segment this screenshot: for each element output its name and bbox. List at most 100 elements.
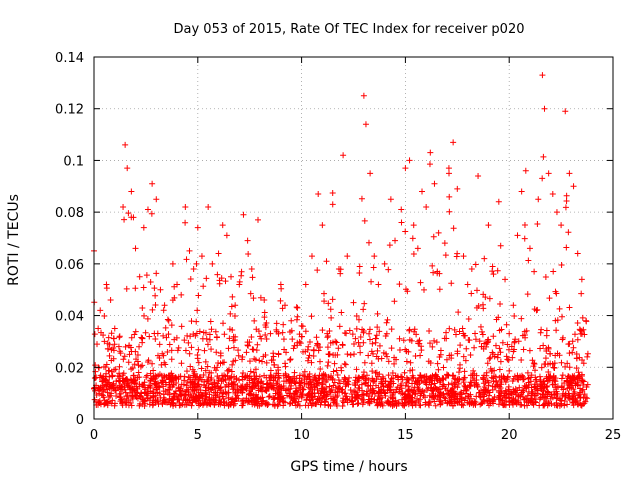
data-point — [526, 347, 533, 354]
data-point — [333, 367, 340, 374]
data-point — [355, 400, 362, 407]
data-point — [566, 170, 573, 177]
data-point — [521, 221, 528, 228]
data-point — [188, 318, 195, 325]
data-point — [401, 369, 408, 376]
data-point — [579, 377, 586, 384]
data-point — [537, 394, 544, 401]
data-point — [217, 399, 224, 406]
data-point — [472, 261, 479, 268]
data-point — [259, 358, 266, 365]
data-point — [360, 369, 367, 376]
data-point — [578, 290, 585, 297]
data-point — [200, 400, 207, 407]
data-point — [239, 373, 246, 380]
data-point — [562, 363, 569, 370]
data-point — [556, 402, 563, 409]
data-point — [409, 375, 416, 382]
data-point — [342, 361, 349, 368]
data-point — [314, 396, 321, 403]
data-point — [251, 382, 258, 389]
data-point — [502, 379, 509, 386]
data-point — [335, 345, 342, 352]
data-point — [286, 357, 293, 364]
data-point — [550, 364, 557, 371]
data-point — [147, 377, 154, 384]
data-point — [130, 372, 137, 379]
data-point — [360, 373, 367, 380]
data-point — [150, 389, 157, 396]
data-point — [446, 325, 453, 332]
data-point — [578, 276, 585, 283]
data-point — [465, 316, 472, 323]
data-point — [376, 328, 383, 335]
data-point — [352, 335, 359, 342]
data-point — [584, 353, 591, 360]
data-point — [263, 335, 270, 342]
data-point — [484, 397, 491, 404]
data-point — [534, 221, 541, 228]
data-point — [280, 321, 287, 328]
data-point — [445, 170, 452, 177]
data-point — [250, 295, 257, 302]
data-point — [471, 370, 478, 377]
data-point — [147, 378, 154, 385]
data-point — [193, 260, 200, 267]
data-point — [542, 273, 549, 280]
data-point — [194, 224, 201, 231]
data-point — [580, 381, 587, 388]
data-point — [537, 385, 544, 392]
data-point — [104, 398, 111, 405]
data-point — [110, 335, 117, 342]
data-point — [357, 333, 364, 340]
data-point — [397, 390, 404, 397]
data-point — [396, 281, 403, 288]
data-point — [136, 343, 143, 350]
data-point — [127, 344, 134, 351]
data-point — [160, 378, 167, 385]
data-point — [480, 345, 487, 352]
data-point — [529, 357, 536, 364]
data-point — [144, 359, 151, 366]
data-point — [215, 250, 222, 257]
data-point — [421, 389, 428, 396]
data-point — [514, 232, 521, 239]
data-point — [128, 334, 135, 341]
data-point — [356, 270, 363, 277]
data-point — [228, 398, 235, 405]
data-point — [497, 349, 504, 356]
data-point — [369, 389, 376, 396]
data-point — [306, 339, 313, 346]
data-point — [274, 379, 281, 386]
data-point — [558, 262, 565, 269]
data-point — [546, 295, 553, 302]
data-point — [497, 390, 504, 397]
data-point — [460, 379, 467, 386]
data-point — [540, 378, 547, 385]
data-point — [216, 385, 223, 392]
data-point — [518, 401, 525, 408]
data-point — [305, 390, 312, 397]
data-point — [324, 362, 331, 369]
data-point — [522, 334, 529, 341]
data-point — [559, 336, 566, 343]
data-point — [322, 398, 329, 405]
data-point — [360, 92, 367, 99]
data-point — [481, 383, 488, 390]
data-point — [578, 387, 585, 394]
data-point — [406, 327, 413, 334]
data-point — [359, 391, 366, 398]
data-point — [503, 353, 510, 360]
data-point — [443, 329, 450, 336]
data-point — [220, 389, 227, 396]
data-point — [553, 388, 560, 395]
data-point — [200, 329, 207, 336]
data-point — [429, 387, 436, 394]
data-point — [219, 393, 226, 400]
data-point — [272, 390, 279, 397]
data-point — [156, 390, 163, 397]
data-point — [553, 290, 560, 297]
data-point — [165, 331, 172, 338]
data-point — [190, 394, 197, 401]
data-point — [194, 307, 201, 314]
